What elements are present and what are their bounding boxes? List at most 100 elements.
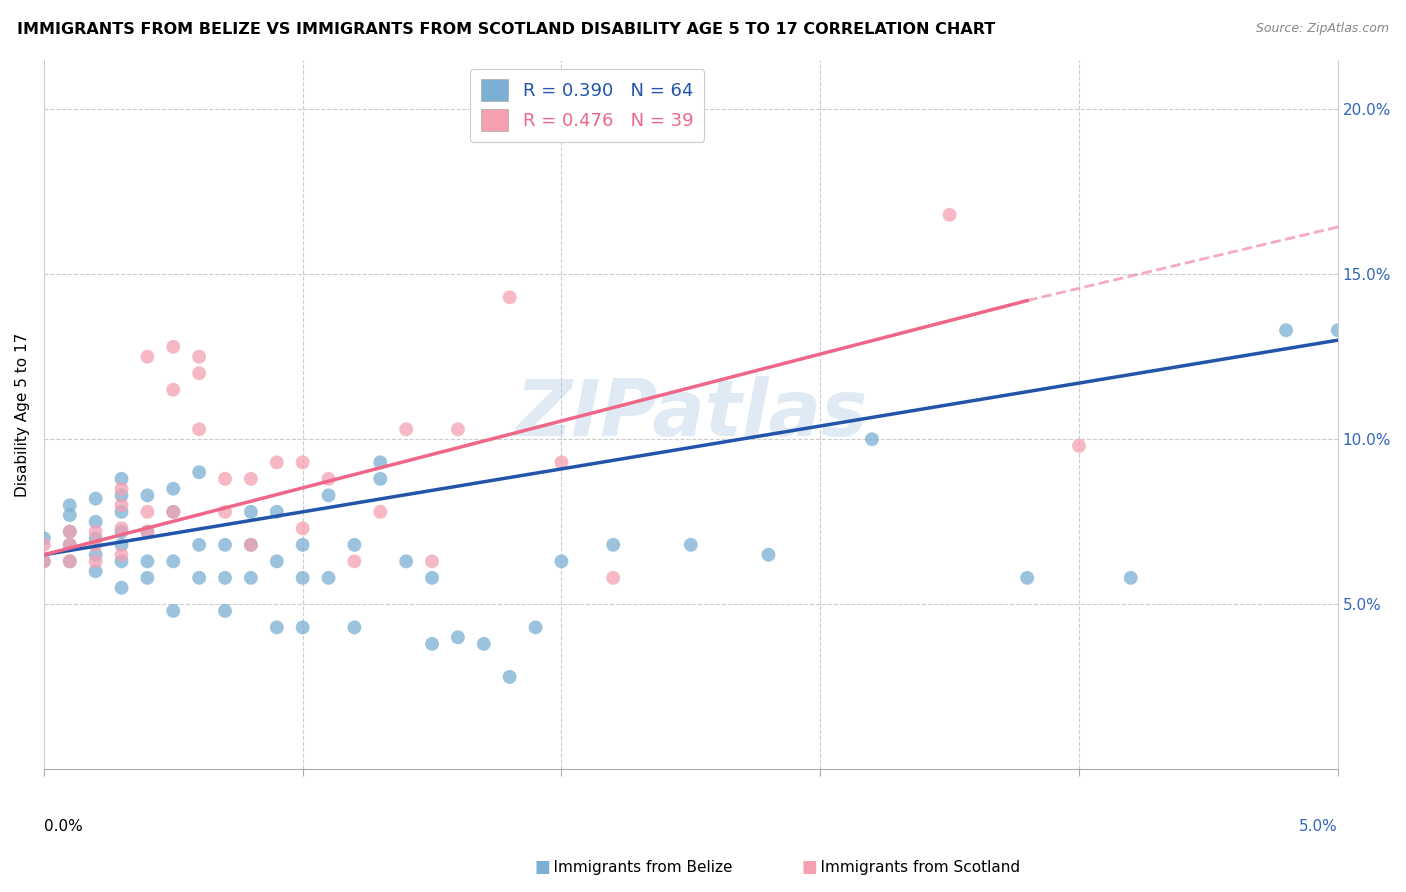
- Point: [214, 472, 236, 486]
- Point: [84, 515, 107, 529]
- Point: [447, 630, 470, 644]
- Point: [447, 422, 470, 436]
- Point: [1326, 323, 1348, 337]
- Point: [214, 604, 236, 618]
- Point: [368, 455, 391, 469]
- Point: [550, 554, 572, 568]
- Point: [499, 670, 522, 684]
- Y-axis label: Disability Age 5 to 17: Disability Age 5 to 17: [15, 333, 30, 497]
- Point: [1119, 571, 1142, 585]
- Point: [291, 538, 314, 552]
- Point: [110, 581, 132, 595]
- Point: [59, 498, 82, 512]
- Point: [499, 290, 522, 304]
- Point: [368, 505, 391, 519]
- Point: [420, 554, 443, 568]
- Point: [550, 455, 572, 469]
- Point: [188, 350, 211, 364]
- Text: ZIPatlas: ZIPatlas: [515, 376, 868, 452]
- Point: [343, 554, 366, 568]
- Point: [318, 571, 340, 585]
- Point: [938, 208, 960, 222]
- Point: [110, 488, 132, 502]
- Text: 0.0%: 0.0%: [44, 819, 83, 834]
- Point: [1067, 439, 1090, 453]
- Point: [110, 548, 132, 562]
- Point: [395, 554, 418, 568]
- Point: [291, 455, 314, 469]
- Point: [291, 521, 314, 535]
- Text: IMMIGRANTS FROM BELIZE VS IMMIGRANTS FROM SCOTLAND DISABILITY AGE 5 TO 17 CORREL: IMMIGRANTS FROM BELIZE VS IMMIGRANTS FRO…: [17, 22, 995, 37]
- Text: ■: ■: [534, 858, 550, 876]
- Point: [214, 571, 236, 585]
- Text: Immigrants from Scotland: Immigrants from Scotland: [801, 861, 1021, 875]
- Text: ■: ■: [801, 858, 817, 876]
- Point: [59, 524, 82, 539]
- Point: [162, 604, 184, 618]
- Point: [110, 505, 132, 519]
- Point: [343, 620, 366, 634]
- Point: [162, 505, 184, 519]
- Point: [110, 554, 132, 568]
- Point: [860, 432, 883, 446]
- Point: [291, 571, 314, 585]
- Point: [84, 548, 107, 562]
- Point: [266, 620, 288, 634]
- Point: [395, 422, 418, 436]
- Point: [679, 538, 702, 552]
- Point: [266, 455, 288, 469]
- Point: [84, 491, 107, 506]
- Point: [59, 538, 82, 552]
- Point: [1017, 571, 1039, 585]
- Point: [291, 620, 314, 634]
- Point: [162, 482, 184, 496]
- Point: [59, 554, 82, 568]
- Point: [84, 538, 107, 552]
- Point: [318, 488, 340, 502]
- Point: [162, 505, 184, 519]
- Point: [758, 548, 780, 562]
- Point: [214, 538, 236, 552]
- Point: [420, 571, 443, 585]
- Point: [368, 472, 391, 486]
- Point: [602, 571, 624, 585]
- Point: [32, 531, 55, 545]
- Point: [188, 366, 211, 380]
- Text: Immigrants from Belize: Immigrants from Belize: [534, 861, 733, 875]
- Text: 5.0%: 5.0%: [1299, 819, 1337, 834]
- Point: [266, 554, 288, 568]
- Point: [136, 571, 159, 585]
- Point: [136, 488, 159, 502]
- Point: [239, 472, 262, 486]
- Point: [1275, 323, 1298, 337]
- Point: [188, 465, 211, 479]
- Point: [239, 505, 262, 519]
- Point: [343, 538, 366, 552]
- Point: [162, 554, 184, 568]
- Point: [110, 472, 132, 486]
- Point: [524, 620, 547, 634]
- Point: [239, 538, 262, 552]
- Point: [84, 524, 107, 539]
- Point: [59, 554, 82, 568]
- Point: [110, 521, 132, 535]
- Point: [214, 505, 236, 519]
- Point: [110, 538, 132, 552]
- Legend: R = 0.390   N = 64, R = 0.476   N = 39: R = 0.390 N = 64, R = 0.476 N = 39: [471, 69, 704, 142]
- Point: [188, 422, 211, 436]
- Point: [472, 637, 495, 651]
- Point: [162, 340, 184, 354]
- Point: [136, 505, 159, 519]
- Point: [188, 571, 211, 585]
- Point: [32, 538, 55, 552]
- Point: [110, 498, 132, 512]
- Point: [32, 554, 55, 568]
- Text: Source: ZipAtlas.com: Source: ZipAtlas.com: [1256, 22, 1389, 36]
- Point: [136, 350, 159, 364]
- Point: [110, 524, 132, 539]
- Point: [32, 554, 55, 568]
- Point: [59, 538, 82, 552]
- Point: [136, 524, 159, 539]
- Point: [84, 564, 107, 578]
- Point: [318, 472, 340, 486]
